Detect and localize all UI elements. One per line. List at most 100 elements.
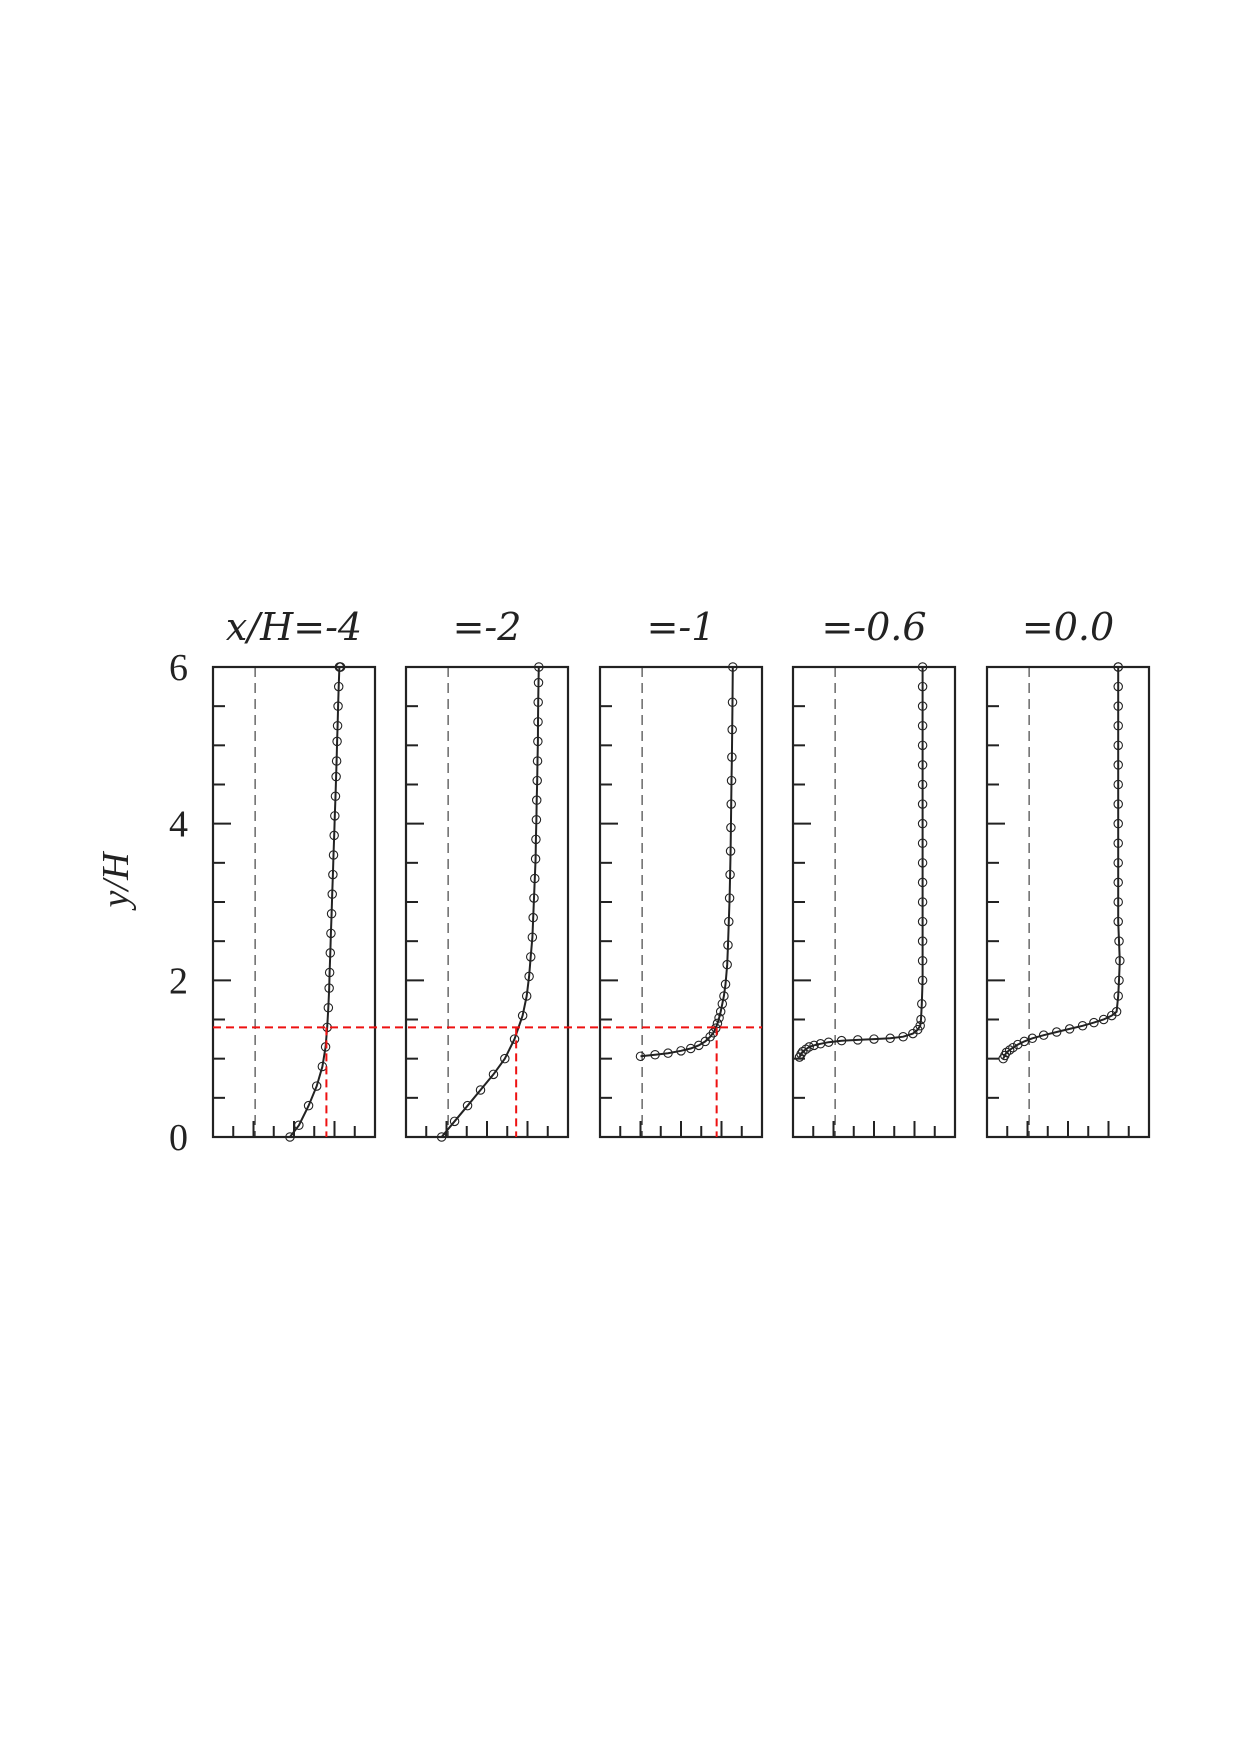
profile-point — [324, 983, 334, 993]
profile-point — [531, 834, 541, 845]
y-tick-label: 4 — [169, 804, 188, 846]
profile-point — [533, 736, 543, 747]
profile-point — [1098, 1014, 1109, 1025]
profile-point — [521, 991, 532, 1001]
profile-point — [917, 720, 928, 731]
profile-point — [328, 850, 339, 860]
profile-point — [804, 1042, 814, 1052]
y-tick-label: 6 — [169, 647, 188, 689]
profile-point — [525, 952, 536, 962]
profile-point — [1089, 1017, 1099, 1028]
panel-2: =-2 — [404, 605, 570, 1142]
profile-point — [509, 1034, 520, 1044]
profile-point — [723, 940, 733, 950]
profile-point — [1114, 975, 1124, 986]
profile-point — [528, 912, 538, 923]
profile-point — [294, 1120, 304, 1131]
profile-point — [1113, 877, 1123, 888]
profile-point — [898, 1031, 908, 1042]
profile-point — [719, 991, 729, 1001]
panel-title: =0.0 — [1022, 605, 1114, 649]
profile-point — [326, 908, 337, 919]
profile-point — [801, 1044, 811, 1055]
profile-point — [311, 1081, 322, 1091]
profile-point — [1113, 916, 1123, 927]
profile-point — [853, 1035, 863, 1045]
profile-point — [917, 955, 928, 966]
profile-point — [1113, 858, 1123, 868]
profile-point — [727, 724, 737, 735]
profile-point — [727, 752, 737, 762]
profile-point — [917, 740, 928, 751]
panel-1: x/H=-4 — [211, 605, 377, 1142]
profile-point — [727, 697, 738, 707]
profile-point — [823, 1037, 834, 1047]
profile-point — [724, 893, 735, 903]
profile-point — [917, 681, 928, 692]
profile-point — [462, 1100, 473, 1111]
profile-point — [724, 916, 734, 927]
profile-point — [917, 858, 928, 868]
profile-point — [303, 1100, 314, 1111]
profile-point — [915, 1021, 925, 1031]
profile-point — [1019, 1036, 1030, 1047]
profile-point — [517, 1010, 528, 1021]
profile-point — [323, 1002, 334, 1013]
profile-point — [728, 662, 738, 672]
profile-point — [533, 717, 543, 727]
profile-point — [726, 799, 736, 809]
profile-point — [500, 1053, 510, 1064]
profile-line — [640, 666, 734, 1058]
profile-point — [330, 791, 341, 801]
profile-point — [1004, 1045, 1015, 1055]
profile-point — [726, 822, 736, 833]
profile-point — [917, 799, 928, 809]
profile-point — [685, 1043, 696, 1054]
profile-point — [331, 771, 341, 782]
profile-point — [329, 830, 339, 841]
y-axis-label: y/H — [95, 850, 137, 911]
profile-point — [530, 873, 540, 884]
profile-point — [917, 701, 928, 711]
profile-point — [1077, 1021, 1088, 1031]
profile-point — [917, 897, 928, 907]
profile-point — [714, 1013, 724, 1023]
profile-point — [532, 775, 542, 786]
reference-lines — [213, 1026, 762, 1137]
profile-point — [650, 1050, 660, 1060]
profile-point — [332, 720, 343, 731]
profile-point — [917, 975, 928, 986]
profile-point — [1114, 936, 1124, 946]
profile-point — [1113, 799, 1123, 809]
panel-frame — [791, 665, 957, 1139]
profile-point — [917, 818, 928, 829]
profile-point — [332, 736, 342, 747]
profile-point — [725, 846, 736, 856]
profile-point — [720, 979, 731, 989]
panel-frame — [404, 665, 570, 1139]
panel-4: =-0.6 — [791, 605, 957, 1139]
profile-point — [335, 662, 346, 672]
profile-point — [917, 838, 928, 848]
profile-point — [285, 1132, 295, 1142]
profile-point — [532, 756, 543, 766]
profile-point — [869, 1034, 879, 1044]
profile-point — [917, 779, 928, 790]
panel-3: =-1 — [598, 605, 764, 1139]
profile-point — [531, 795, 542, 805]
profile-point — [1113, 838, 1123, 848]
profile-point — [533, 677, 544, 688]
profile-point — [333, 701, 343, 711]
profile-point — [488, 1069, 499, 1080]
profile-point — [1113, 681, 1123, 692]
panel-frame — [598, 665, 764, 1139]
profile-point — [1115, 955, 1125, 966]
y-tick-label: 0 — [169, 1117, 188, 1159]
profile-point — [531, 814, 542, 825]
profile-point — [527, 932, 538, 942]
panel-title: x/H=-4 — [226, 605, 362, 649]
profile-point — [325, 948, 336, 958]
profile-point — [327, 889, 337, 899]
profile-point — [533, 697, 543, 707]
